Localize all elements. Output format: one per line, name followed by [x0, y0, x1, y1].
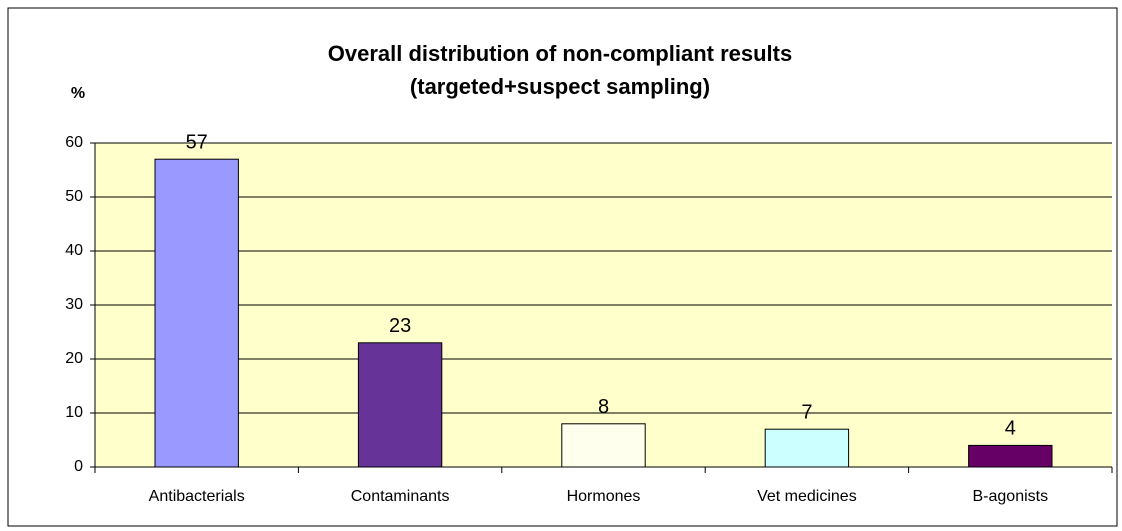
y-tick-label: 30 [65, 296, 83, 313]
chart-subtitle: (targeted+suspect sampling) [410, 74, 710, 99]
y-axis-label: % [71, 85, 85, 102]
data-label: 57 [186, 131, 208, 153]
x-tick-label: Hormones [567, 488, 641, 505]
y-tick-label: 50 [65, 188, 83, 205]
data-label: 8 [598, 396, 609, 418]
bar [968, 444, 1053, 468]
bar [154, 158, 239, 468]
x-tick-label: Antibacterials [149, 488, 245, 505]
chart-title: Overall distribution of non-compliant re… [328, 41, 792, 66]
y-tick-label: 0 [74, 458, 83, 475]
y-tick-label: 40 [65, 242, 83, 259]
data-label: 4 [1005, 418, 1016, 440]
y-tick-label: 20 [65, 350, 83, 367]
x-tick-label: B-agonists [973, 488, 1049, 505]
data-label: 7 [801, 401, 812, 423]
y-tick-label: 60 [65, 134, 83, 151]
y-tick-label: 10 [65, 404, 83, 421]
bar [561, 423, 646, 468]
x-tick-label: Vet medicines [757, 488, 857, 505]
bar [764, 428, 850, 468]
data-label: 23 [389, 315, 411, 337]
bar [357, 342, 443, 468]
x-tick-label: Contaminants [351, 488, 450, 505]
